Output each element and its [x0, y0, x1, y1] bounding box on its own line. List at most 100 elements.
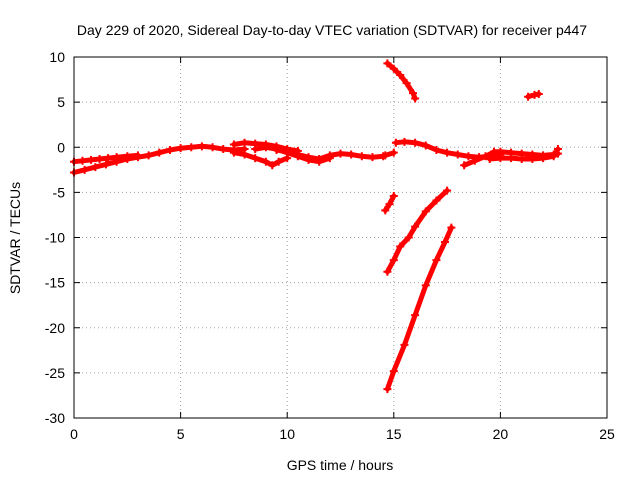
data-point	[396, 242, 405, 251]
data-point	[391, 138, 400, 147]
data-point	[383, 59, 392, 68]
data-point	[447, 223, 456, 232]
x-axis-label: GPS time / hours	[287, 457, 394, 473]
data-point	[453, 150, 462, 159]
x-tick-label: 15	[386, 426, 402, 442]
data-point	[432, 145, 441, 154]
data-point	[411, 222, 420, 231]
data-point	[283, 148, 292, 157]
data-point	[104, 154, 113, 163]
data-point	[481, 152, 490, 161]
data-point	[187, 143, 196, 152]
y-tick-label: -30	[45, 410, 65, 426]
y-tick-label: -5	[53, 184, 66, 200]
data-point	[432, 256, 441, 265]
y-tick-label: 10	[49, 49, 65, 65]
y-tick-label: 5	[57, 94, 65, 110]
data-point	[539, 154, 548, 163]
x-tick-label: 20	[493, 426, 509, 442]
data-point	[528, 154, 537, 163]
data-point	[251, 145, 260, 154]
data-point	[389, 191, 398, 200]
data-point	[402, 79, 411, 88]
data-point	[80, 165, 89, 174]
data-point	[261, 157, 270, 166]
series-arc-k	[383, 186, 452, 276]
data-point	[389, 64, 398, 73]
data-point	[385, 200, 394, 209]
data-point	[404, 233, 413, 242]
data-point	[368, 153, 377, 162]
data-point	[347, 150, 356, 159]
data-point	[507, 154, 516, 163]
data-point	[421, 141, 430, 150]
series-arc-g	[381, 148, 398, 160]
data-point	[240, 150, 249, 159]
data-point	[176, 144, 185, 153]
data-point	[165, 145, 174, 154]
data-point	[293, 152, 302, 161]
data-point	[381, 206, 390, 215]
data-point	[524, 92, 533, 101]
data-point	[133, 151, 142, 160]
y-tick-label: 0	[57, 139, 65, 155]
data-point	[144, 151, 153, 160]
series-trace	[384, 225, 454, 392]
data-point	[408, 89, 417, 98]
chart-title: Day 229 of 2020, Sidereal Day-to-day VTE…	[77, 22, 587, 38]
data-point	[87, 155, 96, 164]
data-point	[411, 138, 420, 147]
data-point	[336, 149, 345, 158]
series-arc-h	[383, 59, 420, 103]
data-point	[549, 152, 558, 161]
data-point	[432, 196, 441, 205]
data-point	[534, 90, 543, 99]
x-tick-label: 25	[599, 426, 615, 442]
data-point	[219, 145, 228, 154]
data-series	[70, 59, 562, 394]
data-point	[251, 154, 260, 163]
data-point	[383, 267, 392, 276]
data-point	[304, 155, 313, 164]
data-point	[78, 156, 87, 165]
data-point	[261, 143, 270, 152]
data-point	[485, 154, 494, 163]
data-point	[112, 153, 121, 162]
data-point	[197, 142, 206, 151]
data-point	[315, 157, 324, 166]
y-tick-label: -20	[45, 320, 65, 336]
y-tick-label: -10	[45, 230, 65, 246]
data-point	[460, 161, 469, 170]
series-arc-j	[381, 191, 398, 215]
series-arc-d	[229, 148, 292, 170]
data-point	[400, 137, 409, 146]
data-point	[389, 148, 398, 157]
series-arc-l	[383, 223, 456, 394]
series-arc-b	[70, 151, 142, 166]
grid	[74, 57, 607, 418]
series-arc-f	[251, 143, 334, 166]
data-point	[464, 152, 473, 161]
data-point	[272, 145, 281, 154]
data-point	[208, 143, 217, 152]
series-arc-i	[524, 90, 543, 101]
data-point	[517, 154, 526, 163]
data-point	[91, 163, 100, 172]
data-point	[123, 152, 132, 161]
data-point	[470, 156, 479, 165]
data-point	[421, 281, 430, 290]
data-point	[440, 238, 449, 247]
data-point	[240, 138, 249, 147]
data-point	[389, 256, 398, 265]
x-tick-label: 0	[70, 426, 78, 442]
data-point	[411, 311, 420, 320]
plot-frame	[73, 56, 608, 419]
data-point	[396, 71, 405, 80]
data-point	[155, 148, 164, 157]
data-point	[229, 140, 238, 149]
data-point	[411, 94, 420, 103]
data-point	[443, 186, 452, 195]
data-point	[553, 145, 562, 154]
data-point	[101, 160, 110, 169]
